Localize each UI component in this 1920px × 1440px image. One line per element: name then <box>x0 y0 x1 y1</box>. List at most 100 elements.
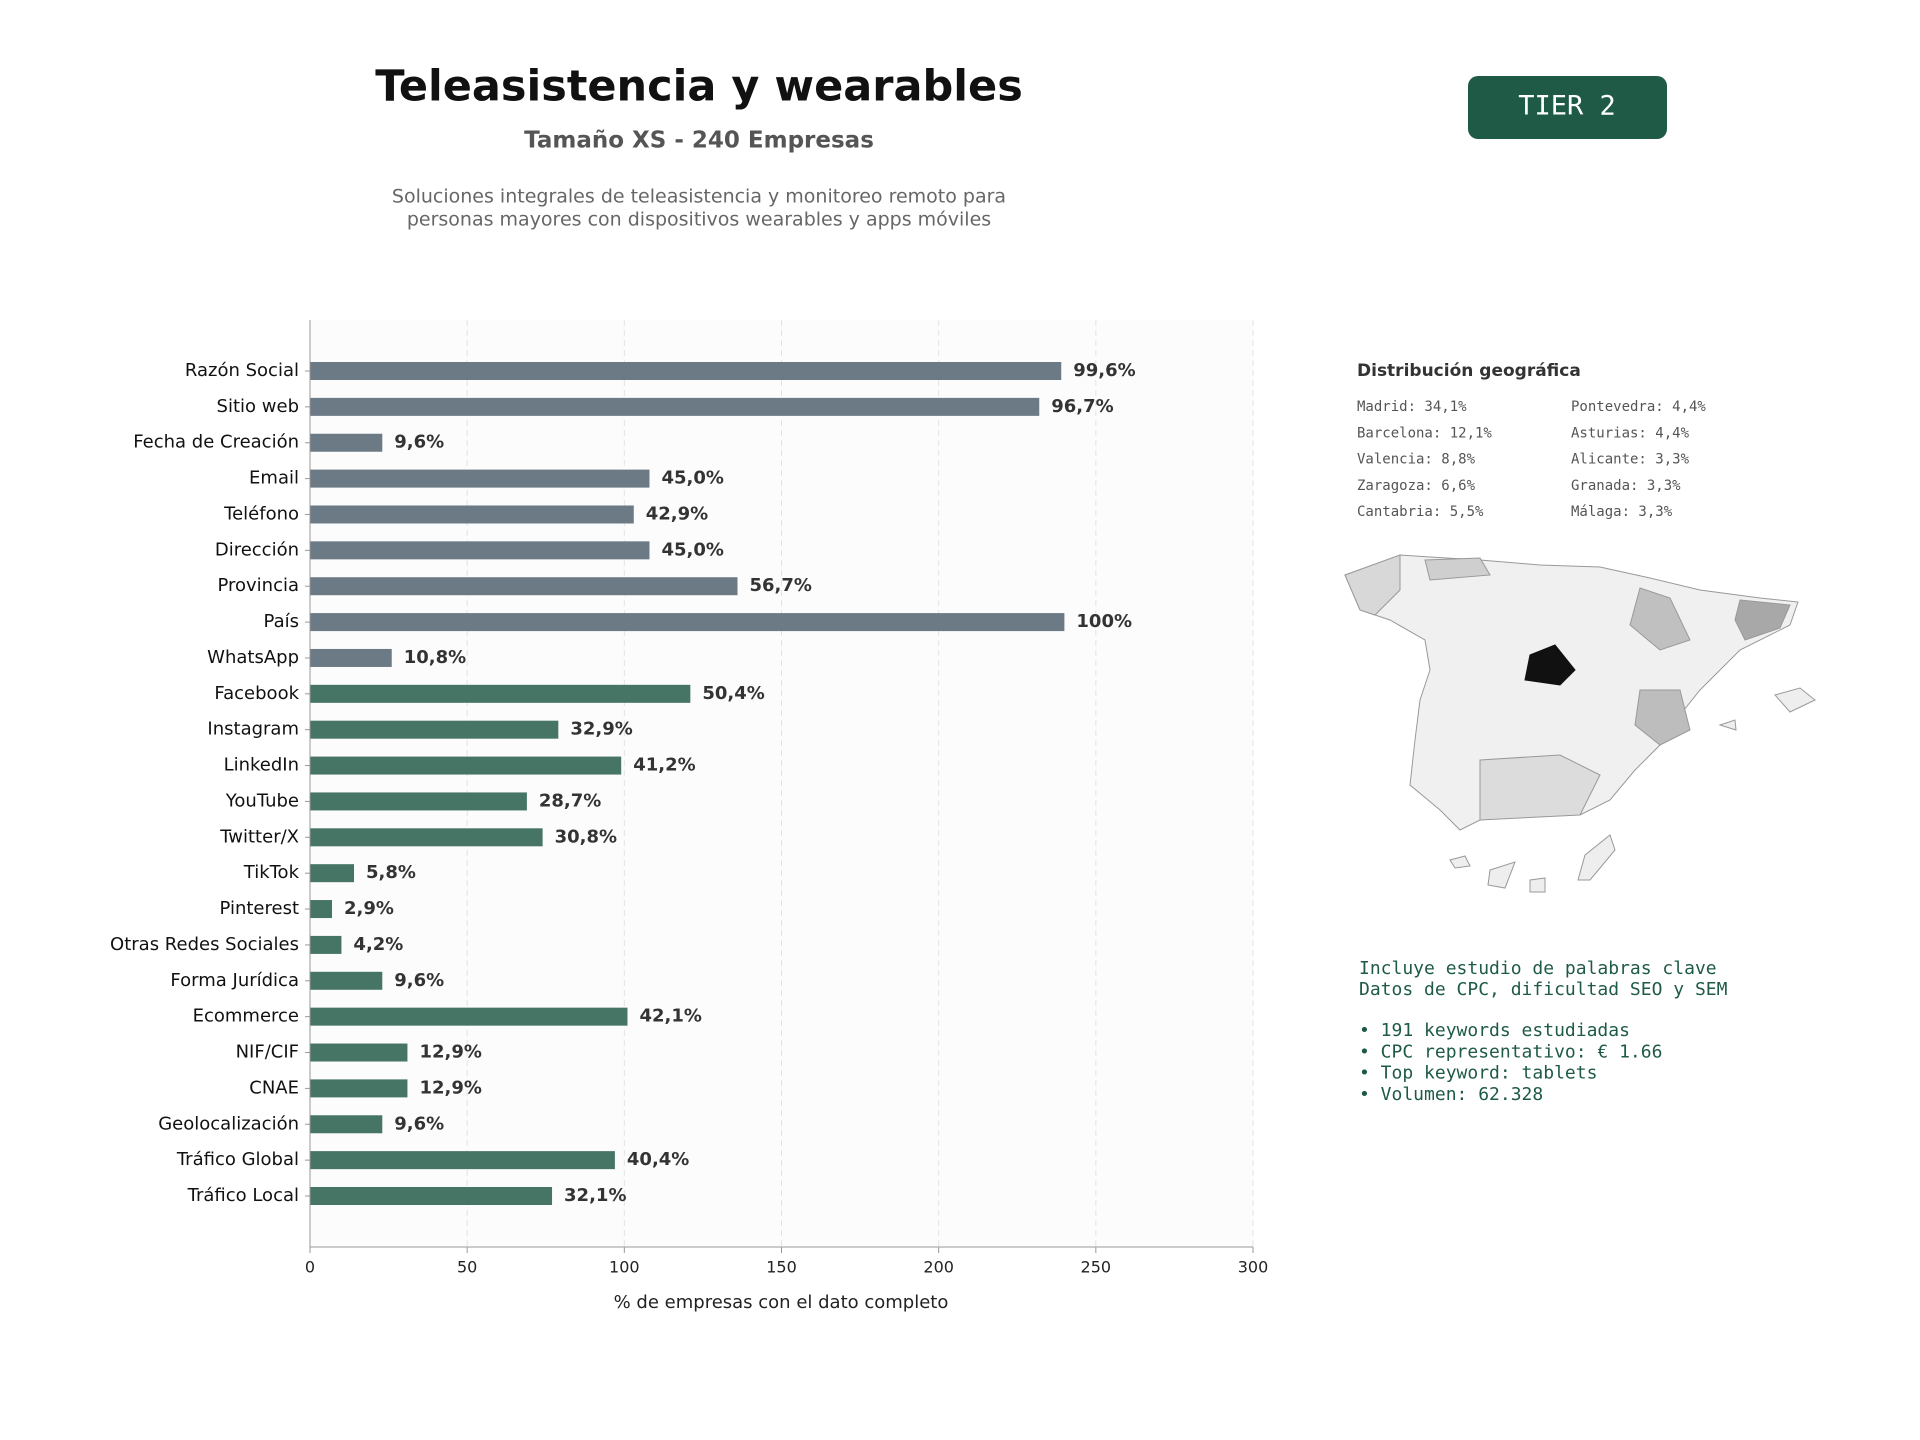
value-label: 5,8% <box>366 862 416 883</box>
geo-item: Alicante: 3,3% <box>1571 452 1690 468</box>
y-tick-label: TikTok <box>243 862 300 883</box>
bar <box>310 1007 628 1026</box>
value-label: 96,7% <box>1051 396 1113 417</box>
value-label: 40,4% <box>627 1149 689 1170</box>
y-tick-label: Provincia <box>217 575 299 596</box>
bar <box>310 792 527 811</box>
value-label: 41,2% <box>633 755 695 776</box>
x-tick-label: 150 <box>766 1258 797 1277</box>
bar <box>310 900 333 919</box>
bar <box>310 1187 553 1205</box>
value-label: 100% <box>1076 611 1132 632</box>
value-label: 28,7% <box>539 790 601 811</box>
value-label: 99,6% <box>1073 360 1135 381</box>
geo-item: Barcelona: 12,1% <box>1357 425 1492 441</box>
y-tick-label: NIF/CIF <box>236 1042 299 1063</box>
y-tick-label: Tráfico Local <box>187 1185 299 1206</box>
value-label: 56,7% <box>749 575 811 596</box>
value-label: 32,9% <box>570 719 632 740</box>
badge <box>1468 76 1667 139</box>
y-tick-label: Pinterest <box>219 898 299 919</box>
geo-item: Cantabria: 5,5% <box>1357 504 1484 520</box>
bar <box>310 1043 408 1062</box>
value-label: 10,8% <box>404 647 466 668</box>
y-tick-label: Sitio web <box>217 396 299 417</box>
chart-title: Teleasistencia y wearables <box>375 62 1023 112</box>
value-label: 4,2% <box>353 934 403 955</box>
y-tick-label: Instagram <box>207 719 299 740</box>
bar <box>310 864 355 883</box>
bar <box>310 648 392 667</box>
bar <box>310 433 383 452</box>
y-tick-label: Otras Redes Sociales <box>110 934 299 955</box>
y-tick-label: Twitter/X <box>219 826 299 847</box>
value-label: 9,6% <box>394 1113 444 1134</box>
bar <box>310 935 342 954</box>
bar <box>310 613 1065 632</box>
bar <box>310 756 622 775</box>
bar <box>310 971 383 990</box>
x-tick-label: 0 <box>305 1258 315 1277</box>
y-tick-label: CNAE <box>249 1077 299 1098</box>
bar <box>310 1079 408 1098</box>
value-label: 50,4% <box>702 683 764 704</box>
bar <box>310 684 691 703</box>
keyword-bullet: • 191 keywords estudiadas <box>1359 1020 1630 1041</box>
y-tick-label: Teléfono <box>223 503 299 524</box>
keyword-intro: Incluye estudio de palabras clave <box>1359 958 1717 979</box>
bar <box>310 397 1040 416</box>
y-tick-label: Fecha de Creación <box>133 432 299 453</box>
value-label: 42,1% <box>639 1006 701 1027</box>
value-label: 45,0% <box>661 539 723 560</box>
y-tick-label: Forma Jurídica <box>170 970 299 991</box>
subtitle: Tamaño XS - 240 Empresas <box>524 128 874 154</box>
x-tick-label: 200 <box>923 1258 954 1277</box>
value-label: 30,8% <box>555 826 617 847</box>
y-tick-label: Geolocalización <box>158 1113 299 1134</box>
map <box>1344 554 1816 893</box>
y-tick-label: Facebook <box>214 683 299 704</box>
x-axis-label: % de empresas con el dato completo <box>614 1292 949 1313</box>
keyword-bullet: • Volumen: 62.328 <box>1359 1084 1543 1105</box>
keyword-bullet: • CPC representativo: € 1.66 <box>1359 1041 1662 1062</box>
x-tick-label: 100 <box>609 1258 640 1277</box>
geo-item: Madrid: 34,1% <box>1357 399 1467 415</box>
bar <box>310 362 1062 380</box>
x-tick-label: 50 <box>457 1258 477 1277</box>
y-tick-label: LinkedIn <box>224 755 299 776</box>
x-tick-label: 300 <box>1238 1258 1269 1277</box>
geo-item: Granada: 3,3% <box>1571 478 1681 494</box>
description: personas mayores con dispositivos wearab… <box>407 209 991 231</box>
bar <box>310 1151 615 1170</box>
value-label: 12,9% <box>419 1077 481 1098</box>
y-tick-label: Email <box>249 468 299 489</box>
description: Soluciones integrales de teleasistencia … <box>392 186 1006 208</box>
y-tick-label: Razón Social <box>185 360 299 381</box>
value-label: 45,0% <box>661 468 723 489</box>
geo-item: Málaga: 3,3% <box>1571 504 1673 520</box>
keyword-intro: Datos de CPC, dificultad SEO y SEM <box>1359 979 1728 1000</box>
value-label: 12,9% <box>419 1042 481 1063</box>
x-tick-label: 250 <box>1081 1258 1112 1277</box>
value-label: 2,9% <box>344 898 394 919</box>
geo-item: Asturias: 4,4% <box>1571 425 1690 441</box>
bar <box>310 577 738 596</box>
y-tick-label: WhatsApp <box>207 647 299 668</box>
bar <box>310 828 543 847</box>
value-label: 9,6% <box>394 970 444 991</box>
geo-item: Zaragoza: 6,6% <box>1357 478 1476 494</box>
bar <box>310 541 650 560</box>
geo-item: Valencia: 8,8% <box>1357 452 1476 468</box>
bar <box>310 720 559 739</box>
y-tick-label: Tráfico Global <box>176 1149 299 1170</box>
bar <box>310 505 634 524</box>
value-label: 9,6% <box>394 432 444 453</box>
geo-title: Distribución geográfica <box>1357 361 1581 381</box>
bar <box>310 469 650 488</box>
bar <box>310 1115 383 1134</box>
keyword-bullet: • Top keyword: tablets <box>1359 1063 1597 1084</box>
y-tick-label: Dirección <box>215 539 299 560</box>
y-tick-label: Ecommerce <box>193 1006 299 1027</box>
geo-item: Pontevedra: 4,4% <box>1571 399 1706 415</box>
